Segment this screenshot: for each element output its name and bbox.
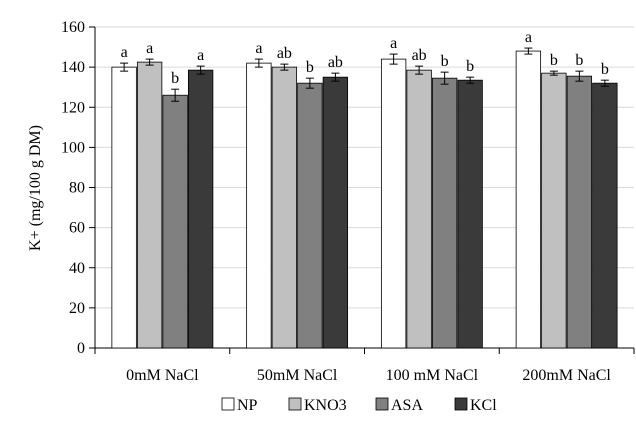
legend-swatch-asa: [375, 397, 389, 411]
bar-asa: [566, 75, 593, 349]
y-tick-label: 160: [61, 19, 85, 36]
y-tick-label: 20: [69, 300, 85, 317]
significance-label: a: [146, 40, 153, 57]
y-tick-label: 140: [61, 59, 85, 76]
bar-np: [515, 50, 542, 349]
significance-label: ab: [328, 54, 343, 71]
significance-label: b: [441, 53, 449, 70]
y-tick-label: 40: [69, 260, 85, 277]
significance-label: a: [390, 35, 397, 52]
bar-asa: [297, 82, 323, 349]
significance-label: b: [171, 70, 179, 87]
bar-kno3: [271, 66, 298, 349]
x-tick-label: 200mM NaCl: [522, 367, 611, 384]
y-tick-label: 0: [77, 340, 85, 357]
y-tick-label: 60: [69, 220, 85, 237]
significance-label: ab: [277, 45, 292, 62]
legend-swatch-kno3: [288, 397, 302, 411]
bar-np: [246, 62, 272, 349]
bar-kno3: [406, 69, 432, 349]
legend-label: KNO3: [304, 397, 347, 414]
x-tick-label: 100 mM NaCl: [386, 367, 479, 384]
bar-kcl: [322, 76, 349, 349]
legend-label: ASA: [391, 397, 423, 414]
y-ticks: 0 20 40 60 80 100 120 140 160: [61, 19, 95, 357]
significance-label: b: [601, 61, 609, 78]
significance-label: a: [255, 40, 262, 57]
bar-kno3: [136, 61, 163, 349]
significance-label: b: [306, 59, 314, 76]
bar-asa: [431, 77, 458, 349]
significance-label: a: [525, 29, 532, 46]
bar-np: [380, 58, 407, 349]
bar-asa: [162, 94, 188, 349]
y-tick-label: 100: [61, 139, 85, 156]
legend-label: KCl: [470, 397, 497, 414]
y-tick-label: 80: [69, 180, 85, 197]
y-axis-title: K+ (mg/100 g DM): [27, 125, 44, 251]
x-ticks: 0mM NaCl 50mM NaCl 100 mM NaCl 200mM NaCl: [94, 348, 635, 384]
legend: NP KNO3 ASA KCl: [221, 397, 497, 414]
significance-label: b: [466, 58, 474, 75]
bar-kcl: [592, 82, 618, 349]
significance-label: b: [550, 52, 558, 69]
significance-label: b: [575, 52, 583, 69]
bar-kno3: [541, 72, 567, 349]
legend-label: NP: [237, 397, 258, 414]
x-tick-label: 50mM NaCl: [257, 367, 338, 384]
x-tick-label: 0mM NaCl: [126, 367, 199, 384]
significance-label: a: [197, 47, 204, 64]
bar-np: [111, 66, 137, 349]
significance-label: ab: [412, 47, 427, 64]
bar-kcl: [187, 69, 214, 349]
bar-kcl: [457, 79, 483, 349]
significance-label: a: [121, 44, 128, 61]
legend-swatch-np: [221, 397, 235, 411]
y-tick-label: 120: [61, 99, 85, 116]
legend-swatch-kcl: [454, 397, 468, 411]
